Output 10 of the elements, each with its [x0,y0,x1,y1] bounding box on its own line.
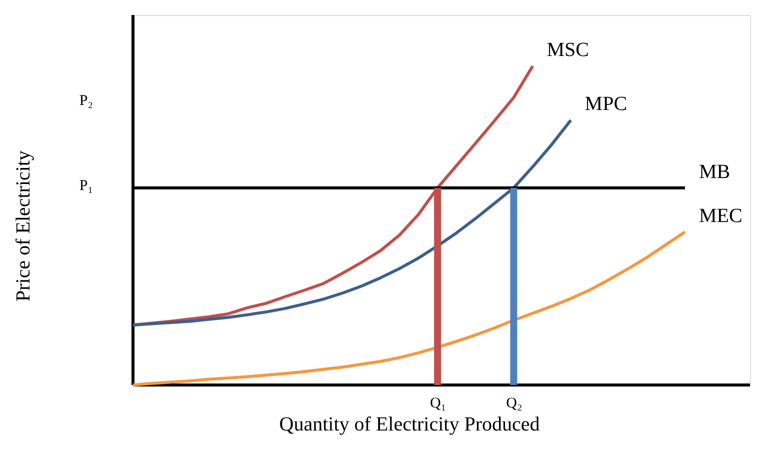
x-tick-label: Q₂ [506,396,522,412]
text: P₂ [79,93,93,109]
series-label: MEC [699,204,742,227]
series-label: MSC [546,39,589,61]
x-axis-title: Quantity of Electricity Produced [279,414,540,436]
series-label: MB [699,160,730,183]
series-label: MPC [584,93,628,116]
y-axis-title: Price of Electricity [12,150,34,302]
x-tick-label: Q₁ [430,396,446,412]
text: P₁ [79,178,93,194]
